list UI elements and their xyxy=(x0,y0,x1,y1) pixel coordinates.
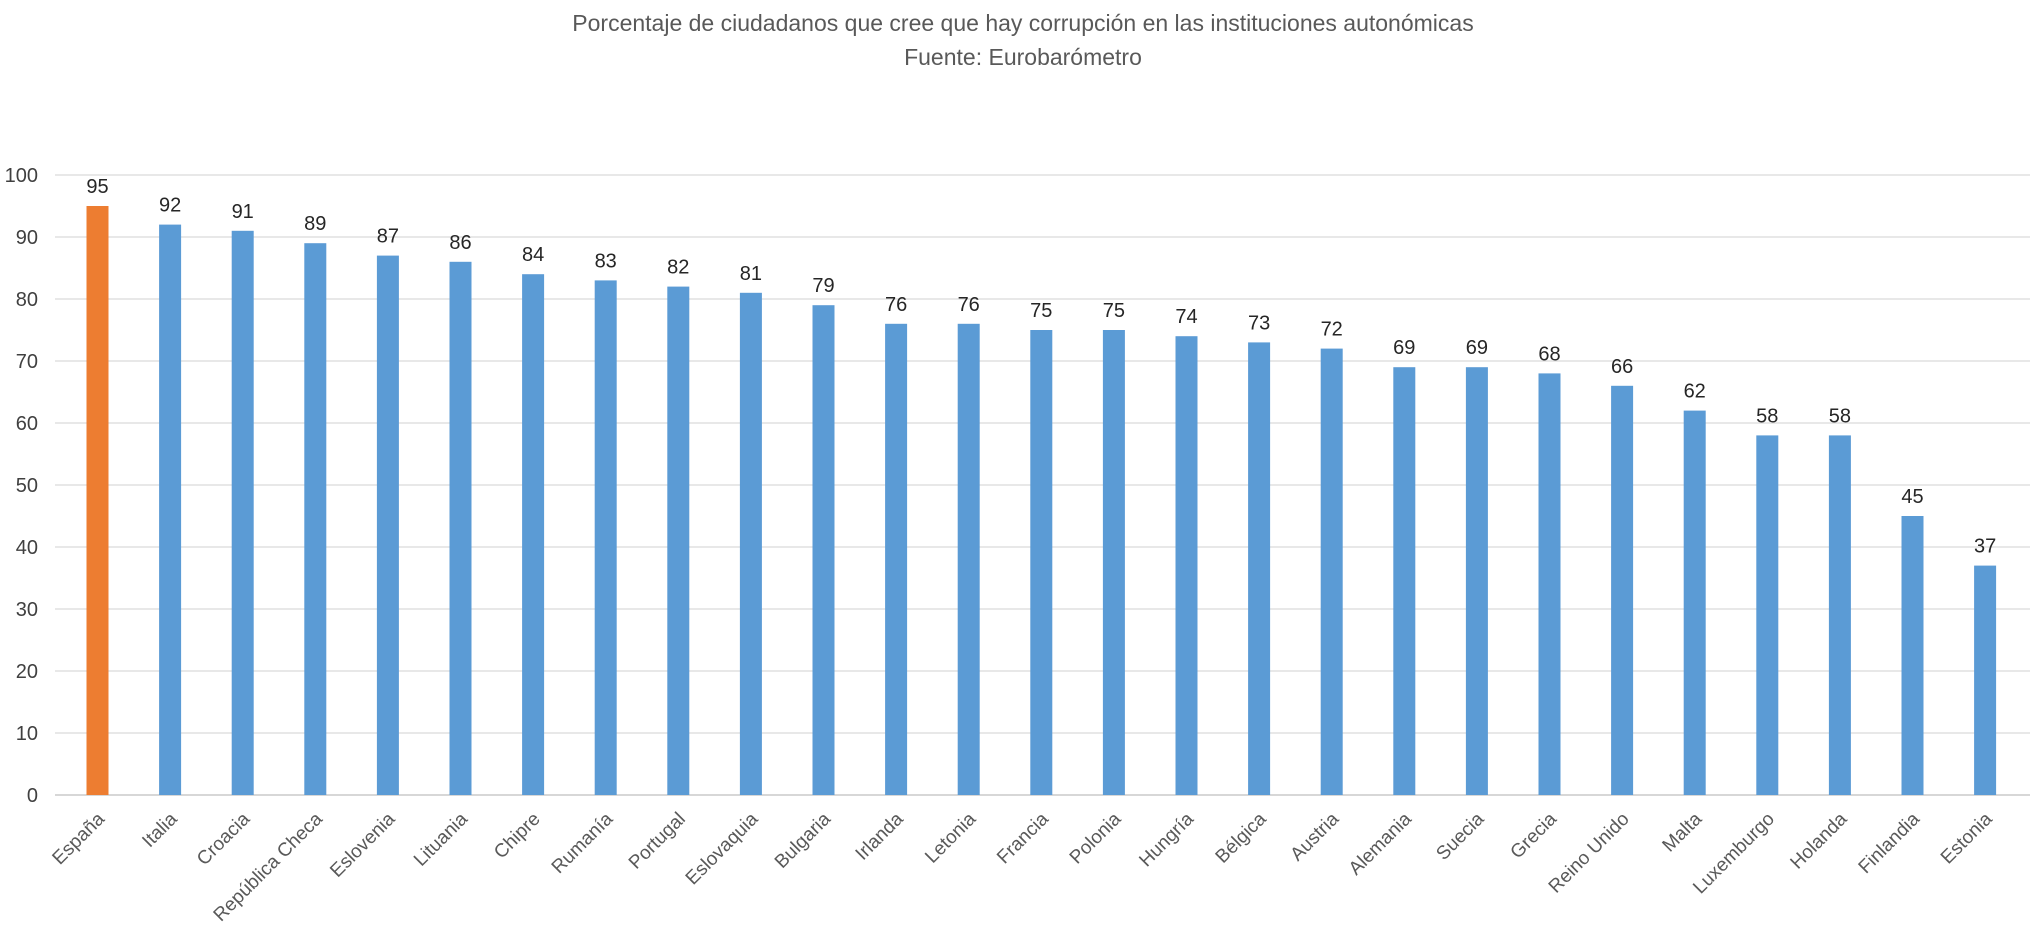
y-tick-label: 90 xyxy=(16,227,38,249)
data-label: 79 xyxy=(812,275,834,297)
bar xyxy=(957,323,980,795)
x-tick-label: Rumanía xyxy=(548,808,618,878)
bar xyxy=(1102,330,1125,795)
x-tick-label: Suecia xyxy=(1432,808,1488,864)
x-tick-label: Austria xyxy=(1287,808,1344,865)
bars xyxy=(86,206,1997,796)
data-label: 82 xyxy=(667,257,689,279)
chart-subtitle: Fuente: Eurobarómetro xyxy=(904,44,1142,70)
data-label: 95 xyxy=(86,176,108,198)
x-tick-label: Portugal xyxy=(625,809,690,874)
x-tick-label: Lituania xyxy=(410,808,472,870)
y-tick-label: 80 xyxy=(16,289,38,311)
y-tick-label: 0 xyxy=(27,785,38,807)
data-label: 62 xyxy=(1684,381,1706,403)
x-tick-label: Malta xyxy=(1659,808,1707,856)
bar xyxy=(739,292,762,795)
data-label: 76 xyxy=(885,294,907,316)
data-label: 86 xyxy=(449,232,471,254)
bar xyxy=(1901,516,1924,795)
bar xyxy=(86,206,109,795)
bar xyxy=(522,274,545,795)
x-tick-label: Irlanda xyxy=(852,808,908,864)
data-label: 68 xyxy=(1538,343,1560,365)
y-tick-label: 40 xyxy=(16,537,38,559)
data-label: 69 xyxy=(1393,337,1415,359)
data-label: 73 xyxy=(1248,312,1270,334)
y-tick-label: 60 xyxy=(16,413,38,435)
data-label: 69 xyxy=(1466,337,1488,359)
bar xyxy=(1611,385,1634,795)
chart-title: Porcentaje de ciudadanos que cree que ha… xyxy=(572,10,1473,36)
bar xyxy=(812,305,835,795)
y-tick-label: 70 xyxy=(16,351,38,373)
data-label: 92 xyxy=(159,195,181,217)
y-tick-label: 30 xyxy=(16,599,38,621)
data-label: 91 xyxy=(232,201,254,223)
data-label: 83 xyxy=(595,250,617,272)
x-tick-label: Francia xyxy=(993,808,1053,868)
x-tick-label: Finlandia xyxy=(1855,808,1925,878)
data-label: 87 xyxy=(377,226,399,248)
data-label: 84 xyxy=(522,244,544,266)
y-tick-label: 100 xyxy=(5,165,38,187)
bar xyxy=(1320,348,1343,795)
x-tick-label: Italia xyxy=(138,808,182,852)
y-tick-label: 10 xyxy=(16,723,38,745)
data-label: 58 xyxy=(1756,405,1778,427)
bar xyxy=(159,224,182,796)
bar xyxy=(449,261,472,795)
data-label: 75 xyxy=(1103,300,1125,322)
x-tick-label: Bulgaria xyxy=(771,808,835,872)
bar xyxy=(231,230,254,796)
data-label: 81 xyxy=(740,263,762,285)
data-label: 58 xyxy=(1829,405,1851,427)
bar xyxy=(667,286,690,795)
x-tick-label: Grecia xyxy=(1507,808,1562,863)
bar xyxy=(1248,342,1271,795)
x-tick-label: Croacia xyxy=(193,808,254,869)
bar xyxy=(1756,435,1779,795)
bar xyxy=(885,323,908,795)
data-label: 89 xyxy=(304,213,326,235)
bar xyxy=(1175,336,1198,795)
x-tick-label: Hungría xyxy=(1135,808,1198,871)
y-tick-label: 50 xyxy=(16,475,38,497)
x-tick-label: Holanda xyxy=(1787,808,1852,873)
data-label: 74 xyxy=(1175,306,1197,328)
bar xyxy=(1683,410,1706,795)
x-tick-label: Eslovaquia xyxy=(682,808,763,889)
bar xyxy=(376,255,399,796)
x-tick-label: Eslovenia xyxy=(326,808,399,881)
bar xyxy=(594,280,617,795)
x-tick-label: Estonia xyxy=(1937,808,1997,868)
data-label: 66 xyxy=(1611,356,1633,378)
bar xyxy=(304,243,327,795)
x-tick-label: Letonia xyxy=(921,808,980,867)
bar xyxy=(1393,367,1416,795)
data-label: 37 xyxy=(1974,536,1996,558)
data-labels: 95 92 91 89 87 86 84 83 82 81 79 76 76 75 75 74 73 72 69 69… xyxy=(86,176,1996,558)
x-tick-label: Alemania xyxy=(1345,808,1416,879)
x-tick-label: Chipre xyxy=(490,809,544,863)
bar xyxy=(1828,435,1851,795)
y-tick-label: 20 xyxy=(16,661,38,683)
data-label: 45 xyxy=(1901,486,1923,508)
bar xyxy=(1030,330,1053,795)
data-label: 76 xyxy=(958,294,980,316)
data-label: 75 xyxy=(1030,300,1052,322)
data-label: 72 xyxy=(1321,319,1343,341)
x-tick-label: España xyxy=(49,808,110,869)
y-axis-ticks: 0 10 20 30 40 50 60 70 80 90 100 xyxy=(5,165,38,807)
x-tick-label: Bélgica xyxy=(1212,808,1271,867)
bar xyxy=(1538,373,1561,795)
bar xyxy=(1465,367,1488,795)
x-tick-label: Polonia xyxy=(1066,808,1126,868)
bar xyxy=(1974,565,1997,795)
